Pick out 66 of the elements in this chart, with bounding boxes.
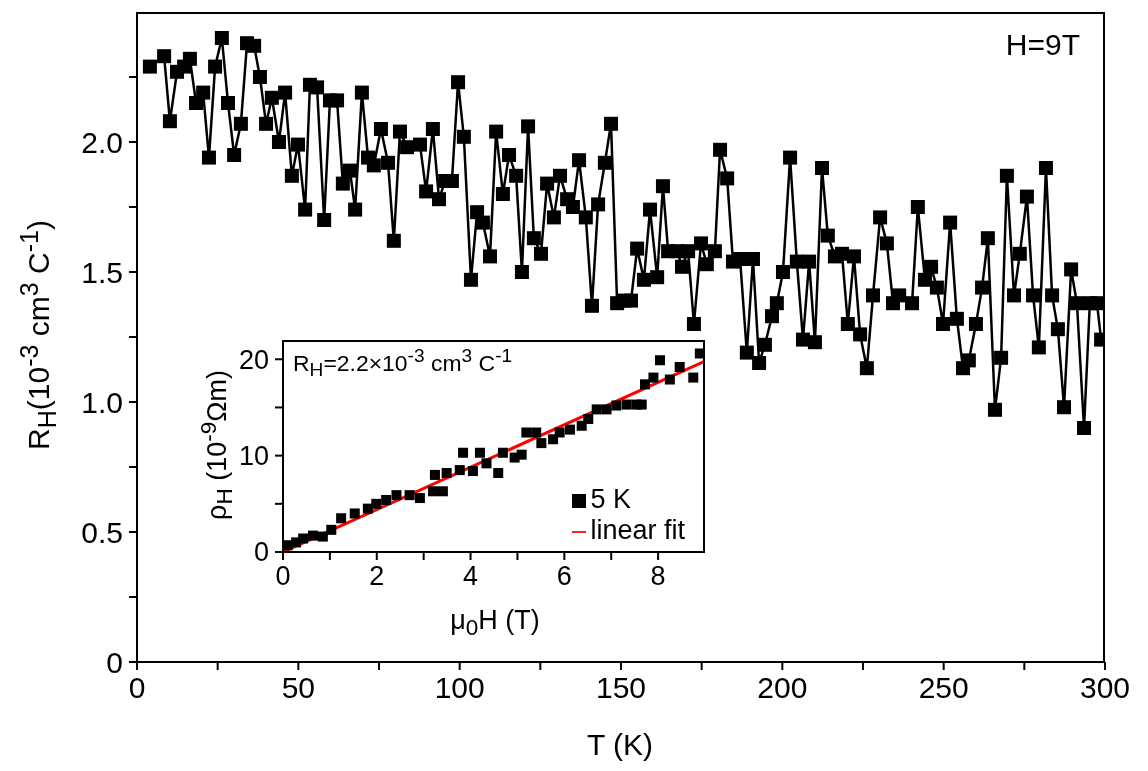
annotation: H=9T: [1005, 28, 1080, 62]
point: [428, 486, 439, 497]
y-tick-label: 1.5: [81, 255, 123, 289]
point: [317, 531, 328, 542]
point: [493, 467, 504, 478]
point: [326, 524, 337, 535]
point: [349, 508, 360, 519]
annotation: R$_{H}$=2.2×10$^{-3}$ cm$^{3}$ C$^{-1}$: [293, 345, 513, 382]
point: [674, 361, 685, 372]
point: [564, 424, 575, 435]
point: [474, 447, 485, 458]
point: [554, 427, 565, 438]
point: [381, 494, 392, 505]
x-tick-label: 150: [595, 670, 647, 704]
x-tick-label: 200: [757, 670, 808, 704]
point: [441, 467, 452, 478]
point: [636, 399, 647, 410]
point: [404, 490, 415, 501]
point: [639, 379, 650, 390]
x-tick-label: 100: [434, 670, 485, 704]
point: [437, 486, 448, 497]
legend-label: 5 K: [590, 484, 631, 514]
point: [648, 372, 659, 383]
point: [516, 449, 527, 460]
point: [454, 465, 465, 476]
point: [414, 493, 425, 504]
point: [654, 355, 665, 366]
x-tick-label: 6: [556, 560, 572, 591]
x-tick-label: 2: [369, 560, 385, 591]
point: [611, 400, 622, 411]
point: [458, 447, 469, 458]
y-tick-label: 1.0: [81, 385, 123, 419]
x-tick-label: 250: [918, 670, 969, 704]
x-tick-label: 0: [128, 670, 146, 704]
point: [497, 447, 508, 458]
point: [481, 458, 492, 469]
point: [467, 466, 478, 477]
point: [336, 513, 347, 524]
x-axis-title: μ$_{0}$H (T): [450, 604, 540, 642]
x-tick-label: 50: [281, 670, 316, 704]
y-tick-label: 20: [238, 344, 269, 375]
point: [298, 533, 309, 544]
point: [591, 404, 602, 415]
point: [521, 427, 532, 438]
point: [621, 399, 632, 410]
point: [531, 427, 542, 438]
y-tick-label: 0: [106, 645, 123, 679]
y-tick-label: 0: [253, 537, 269, 568]
x-tick-label: 4: [463, 560, 479, 591]
point: [583, 414, 594, 425]
point: [688, 372, 699, 383]
y-tick-label: 10: [238, 441, 269, 472]
point: [391, 490, 402, 501]
legend-label: linear fit: [590, 515, 685, 545]
point: [536, 438, 547, 449]
point: [429, 469, 440, 480]
x-tick-label: 8: [650, 560, 666, 591]
point: [601, 404, 612, 415]
y-tick-label: 2.0: [81, 125, 123, 159]
x-axis-title: T (K): [586, 728, 654, 762]
y-tick-label: 0.5: [81, 515, 123, 549]
x-tick-label: 0: [275, 560, 291, 591]
point: [664, 374, 675, 385]
point: [371, 498, 382, 509]
x-tick-label: 300: [1079, 670, 1131, 704]
point: [362, 503, 373, 514]
